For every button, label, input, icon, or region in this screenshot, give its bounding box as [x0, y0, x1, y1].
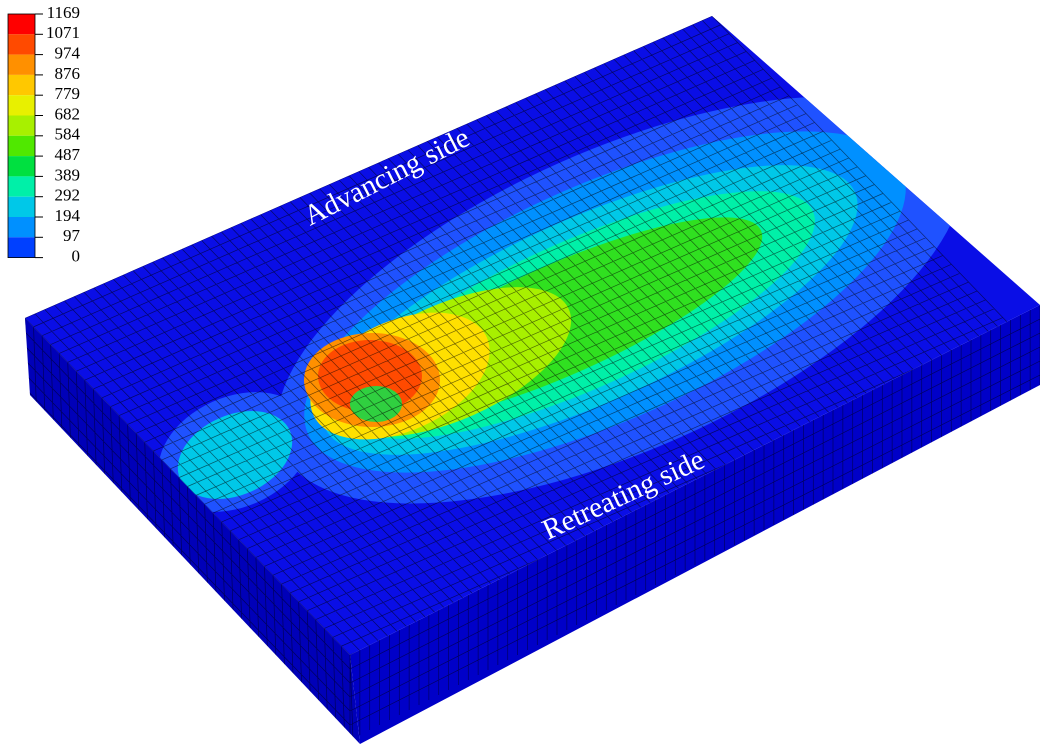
legend-band	[8, 75, 35, 95]
legend-band	[8, 55, 35, 75]
legend-band	[8, 34, 35, 54]
legend-label: 97	[63, 226, 81, 245]
legend-label: 682	[55, 104, 81, 123]
legend-label: 584	[55, 125, 81, 144]
legend-label: 0	[72, 247, 81, 266]
legend-label: 292	[55, 186, 81, 205]
legend-band	[8, 14, 35, 34]
legend-label: 1169	[47, 3, 80, 22]
page: Advancing side Retreating side 116910719…	[0, 0, 1044, 744]
figure: Advancing side Retreating side 116910719…	[0, 0, 1044, 744]
legend-band	[8, 116, 35, 136]
legend-label: 779	[55, 84, 81, 103]
legend-band	[8, 136, 35, 156]
legend-band	[8, 217, 35, 237]
legend-label: 389	[55, 165, 81, 184]
legend-band	[8, 237, 35, 257]
legend-label: 487	[55, 145, 81, 164]
legend-band	[8, 176, 35, 196]
legend-label: 1071	[46, 23, 80, 42]
legend-band	[8, 197, 35, 217]
legend-band	[8, 95, 35, 115]
legend-label: 876	[55, 64, 81, 83]
legend-label: 974	[55, 44, 81, 63]
legend-label: 194	[55, 206, 81, 225]
legend-band	[8, 156, 35, 176]
